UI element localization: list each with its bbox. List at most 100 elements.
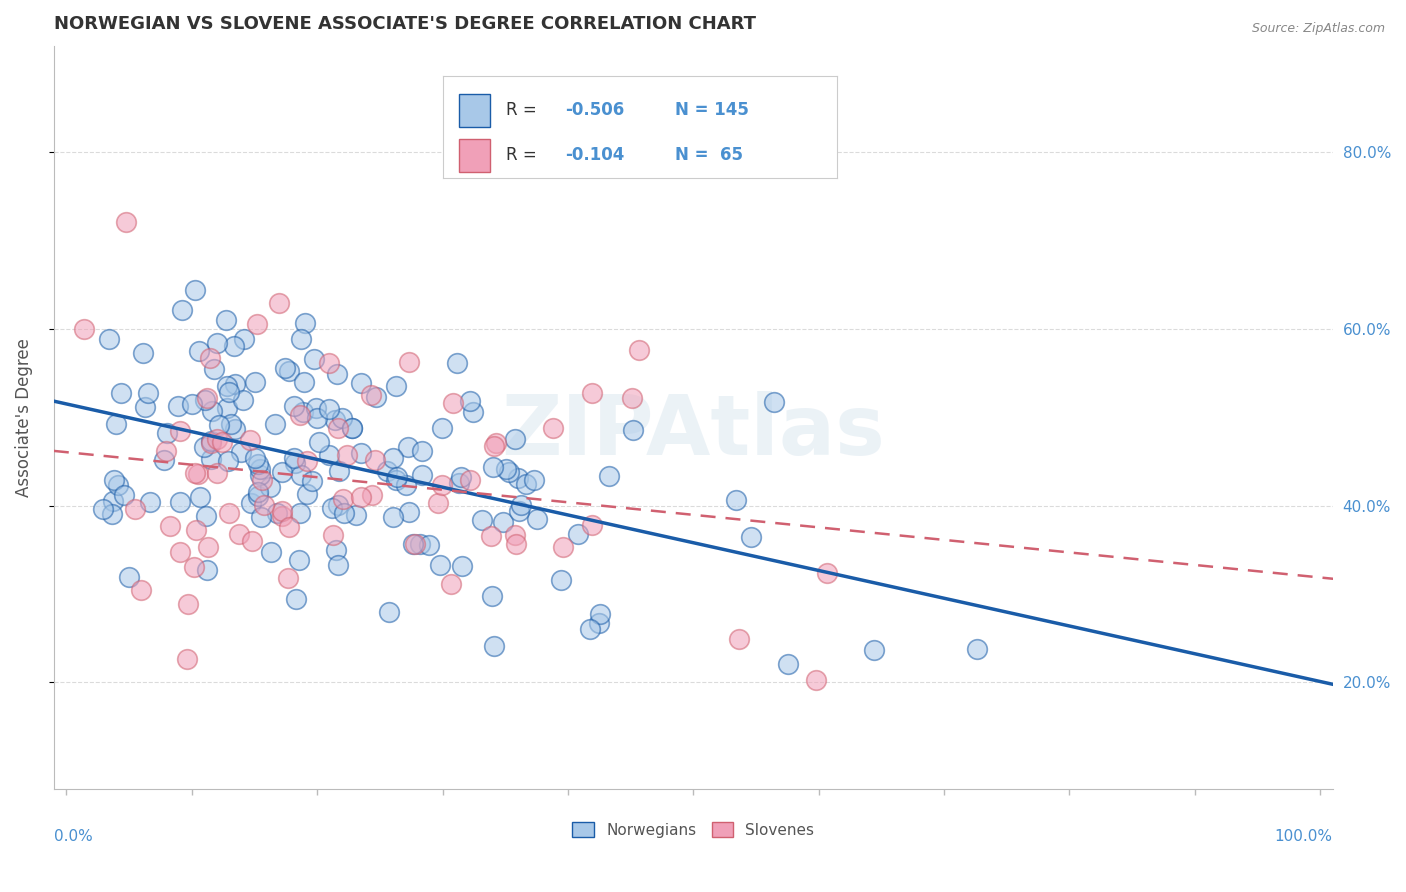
Point	[375, 464, 398, 478]
Point	[288, 408, 311, 422]
Point	[91, 502, 114, 516]
Point	[134, 401, 156, 415]
Point	[506, 471, 529, 485]
Point	[503, 528, 526, 542]
Point	[205, 336, 228, 351]
Point	[505, 432, 527, 446]
Point	[441, 395, 464, 409]
Point	[245, 450, 267, 465]
Point	[322, 527, 344, 541]
Point	[107, 478, 129, 492]
Point	[253, 498, 276, 512]
Point	[482, 639, 505, 653]
Legend: Norwegians, Slovenes: Norwegians, Slovenes	[567, 816, 820, 844]
Point	[418, 538, 440, 552]
Point	[551, 540, 574, 554]
Point	[336, 448, 359, 462]
Point	[396, 440, 419, 454]
Point	[278, 520, 301, 534]
Point	[290, 332, 312, 346]
Point	[344, 508, 367, 523]
Point	[239, 434, 262, 448]
Point	[308, 435, 330, 450]
Point	[103, 473, 125, 487]
Point	[124, 501, 146, 516]
Point	[169, 495, 191, 509]
Point	[188, 491, 211, 505]
Point	[181, 397, 204, 411]
Point	[384, 378, 406, 392]
Point	[194, 393, 217, 408]
Point	[326, 498, 349, 512]
Point	[479, 529, 502, 543]
Point	[325, 543, 347, 558]
Point	[169, 424, 191, 438]
Point	[411, 468, 433, 483]
Point	[446, 355, 468, 369]
Point	[404, 537, 426, 551]
Point	[267, 295, 290, 310]
Point	[432, 421, 454, 435]
Point	[200, 451, 222, 466]
Point	[550, 573, 572, 587]
Point	[328, 558, 350, 573]
Bar	[458, 139, 491, 172]
Point	[249, 461, 271, 475]
Point	[305, 401, 328, 415]
Point	[461, 405, 484, 419]
Point	[762, 395, 785, 409]
Point	[239, 496, 262, 510]
Point	[290, 467, 312, 482]
Point	[588, 616, 610, 631]
Point	[863, 643, 886, 657]
Point	[242, 534, 264, 549]
Point	[291, 405, 314, 419]
Point	[219, 417, 242, 432]
Point	[402, 536, 425, 550]
Point	[523, 473, 546, 487]
Point	[169, 545, 191, 559]
Point	[250, 510, 273, 524]
Point	[621, 423, 644, 437]
Point	[295, 487, 318, 501]
Point	[579, 622, 602, 636]
Point	[112, 488, 135, 502]
Point	[360, 488, 382, 502]
Point	[271, 465, 294, 479]
Point	[284, 591, 307, 606]
Point	[243, 376, 266, 390]
Point	[110, 386, 132, 401]
Point	[589, 607, 612, 622]
Point	[205, 432, 228, 446]
Point	[249, 468, 271, 483]
Point	[195, 391, 218, 405]
Point	[250, 473, 273, 487]
Point	[273, 361, 295, 376]
Point	[202, 361, 225, 376]
Point	[232, 392, 254, 407]
Point	[485, 436, 508, 450]
Point	[129, 582, 152, 597]
Point	[263, 417, 285, 432]
Point	[384, 473, 406, 487]
Point	[215, 378, 238, 392]
Point	[505, 536, 527, 550]
Point	[200, 434, 222, 449]
Point	[211, 435, 233, 450]
Point	[332, 491, 354, 506]
Point	[360, 388, 382, 402]
Point	[627, 343, 650, 358]
Point	[411, 443, 433, 458]
Text: 0.0%: 0.0%	[53, 830, 93, 845]
Point	[166, 399, 188, 413]
Point	[295, 454, 318, 468]
Point	[259, 480, 281, 494]
Point	[187, 343, 209, 358]
Point	[581, 517, 603, 532]
Point	[342, 421, 364, 435]
Point	[387, 470, 409, 484]
Point	[725, 492, 748, 507]
Point	[728, 632, 751, 646]
Point	[326, 421, 349, 435]
Point	[332, 410, 354, 425]
